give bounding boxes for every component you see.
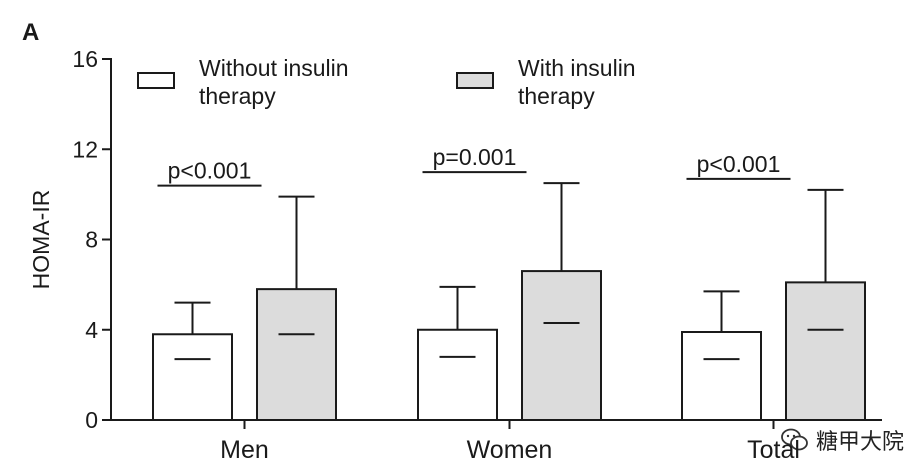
bar [417, 328, 498, 421]
y-axis-label: HOMA-IR [28, 190, 54, 290]
watermark-text: 糖甲大院 [815, 430, 904, 455]
category-label: Women [467, 436, 553, 464]
legend-swatch [137, 72, 175, 89]
category-label: Total [747, 436, 800, 464]
y-tick-label: 16 [72, 46, 98, 72]
p-value-label: p<0.001 [697, 151, 781, 177]
legend-swatch [456, 72, 494, 89]
category-label: Men [220, 436, 269, 464]
bar [152, 333, 233, 422]
watermark: 糖甲大院 [780, 424, 904, 456]
p-value-label: p<0.001 [168, 158, 252, 184]
panel-label: A [22, 19, 39, 46]
legend-label: Without insulin [199, 55, 349, 81]
bar [521, 270, 602, 421]
legend-label: therapy [199, 83, 276, 109]
legend-label: With insulin [518, 55, 636, 81]
bar [681, 331, 762, 422]
y-tick-label: 4 [85, 317, 98, 343]
y-tick-label: 0 [85, 407, 98, 433]
bar [256, 288, 337, 422]
wechat-icon [781, 428, 808, 451]
y-tick-label: 8 [85, 227, 98, 253]
y-tick-label: 12 [72, 136, 98, 162]
p-value-label: p=0.001 [433, 144, 517, 170]
bar [785, 281, 866, 421]
legend-label: therapy [518, 83, 595, 109]
